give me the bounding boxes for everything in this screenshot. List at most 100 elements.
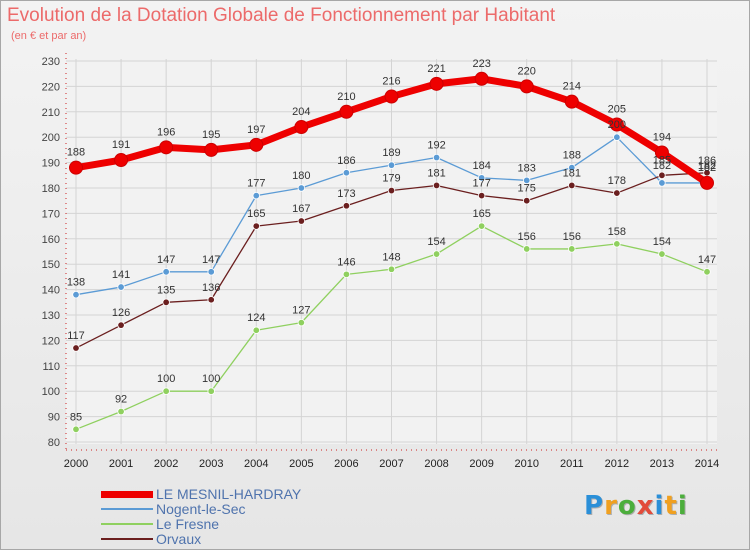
data-point xyxy=(523,196,531,205)
data-label: 126 xyxy=(112,307,130,319)
y-tick-label: 180 xyxy=(42,183,60,195)
x-tick-label: 2003 xyxy=(199,458,223,470)
y-tick-label: 90 xyxy=(48,412,60,424)
data-label: 147 xyxy=(698,254,716,266)
data-label: 92 xyxy=(115,394,127,406)
x-tick-label: 2012 xyxy=(605,458,629,470)
data-point xyxy=(207,296,215,304)
data-point xyxy=(207,387,215,395)
data-label: 148 xyxy=(382,251,400,263)
y-tick-label: 150 xyxy=(42,259,60,271)
data-point xyxy=(432,181,441,190)
data-label: 186 xyxy=(337,155,355,167)
y-tick-label: 160 xyxy=(42,234,60,246)
data-label: 186 xyxy=(698,155,716,167)
x-tick-label: 2014 xyxy=(695,458,719,470)
data-point xyxy=(252,326,260,334)
data-point xyxy=(342,169,351,177)
data-point xyxy=(477,191,486,200)
data-label: 182 xyxy=(698,162,716,174)
data-label: 185 xyxy=(653,154,671,166)
data-point xyxy=(162,387,170,395)
data-label: 124 xyxy=(247,312,265,324)
data-point xyxy=(117,407,125,416)
data-point xyxy=(613,133,621,141)
data-point xyxy=(477,222,486,230)
data-label: 177 xyxy=(247,178,265,190)
y-tick-label: 110 xyxy=(42,361,60,373)
data-label: 146 xyxy=(337,256,355,268)
y-tick-label: 220 xyxy=(42,81,60,93)
data-label: 173 xyxy=(337,188,355,200)
data-point xyxy=(568,163,576,172)
data-label: 165 xyxy=(247,208,265,220)
legend-label: LE MESNIL-HARDRAY xyxy=(156,486,302,502)
data-point xyxy=(519,79,534,94)
data-label: 196 xyxy=(157,126,175,138)
x-tick-label: 2010 xyxy=(514,458,538,470)
data-point xyxy=(564,94,579,109)
data-point xyxy=(703,268,711,276)
data-point xyxy=(114,153,129,168)
data-label: 189 xyxy=(382,147,400,159)
data-label: 100 xyxy=(157,373,175,385)
data-point xyxy=(387,161,396,169)
legend-swatch xyxy=(101,523,153,525)
data-label: 216 xyxy=(382,76,400,88)
data-point xyxy=(432,153,441,162)
y-tick-label: 120 xyxy=(42,335,60,347)
legend-label: Nogent-le-Sec xyxy=(156,501,246,517)
x-tick-label: 2000 xyxy=(64,458,88,470)
brand-logo: Proxiti xyxy=(584,491,688,521)
data-label: 194 xyxy=(653,131,671,143)
y-tick-label: 80 xyxy=(48,437,60,449)
y-tick-label: 190 xyxy=(42,158,60,170)
data-point xyxy=(342,270,351,279)
data-label: 154 xyxy=(653,236,671,248)
x-tick-label: 2011 xyxy=(560,458,584,470)
data-label: 188 xyxy=(67,147,85,159)
data-point xyxy=(658,171,666,179)
y-tick-label: 100 xyxy=(42,386,60,398)
data-label: 195 xyxy=(202,129,220,141)
y-tick-label: 230 xyxy=(42,56,60,68)
data-point xyxy=(429,76,444,91)
y-tick-label: 200 xyxy=(42,132,60,144)
legend-label: Le Fresne xyxy=(156,516,220,532)
data-point xyxy=(117,321,125,329)
data-point xyxy=(297,184,306,192)
chart-title: Evolution de la Dotation Globale de Fonc… xyxy=(7,5,556,26)
data-label: 214 xyxy=(563,81,581,93)
data-point xyxy=(474,71,489,86)
data-point xyxy=(432,250,441,258)
data-point xyxy=(204,142,219,157)
data-label: 165 xyxy=(472,208,490,220)
data-point xyxy=(294,120,309,135)
y-tick-label: 170 xyxy=(42,208,60,220)
data-point xyxy=(72,344,80,352)
data-point xyxy=(69,160,83,175)
data-point xyxy=(252,191,260,200)
data-point xyxy=(384,89,399,104)
data-point xyxy=(159,140,174,155)
data-label: 177 xyxy=(472,178,490,190)
data-point xyxy=(342,202,351,210)
x-tick-label: 2006 xyxy=(334,458,358,470)
data-point xyxy=(297,217,306,225)
data-point xyxy=(568,245,576,253)
data-point xyxy=(658,179,666,187)
data-point xyxy=(387,186,396,195)
data-label: 197 xyxy=(247,124,265,136)
data-label: 127 xyxy=(292,305,310,317)
data-label: 141 xyxy=(112,269,130,281)
data-label: 136 xyxy=(202,282,220,294)
x-tick-label: 2005 xyxy=(289,458,313,470)
data-label: 178 xyxy=(608,175,626,187)
data-label: 138 xyxy=(67,277,85,289)
data-label: 154 xyxy=(427,236,445,248)
data-point xyxy=(654,145,669,160)
x-tick-label: 2004 xyxy=(244,458,268,470)
data-label: 188 xyxy=(563,150,581,162)
legend-swatch xyxy=(101,491,153,498)
data-label: 200 xyxy=(608,119,626,131)
